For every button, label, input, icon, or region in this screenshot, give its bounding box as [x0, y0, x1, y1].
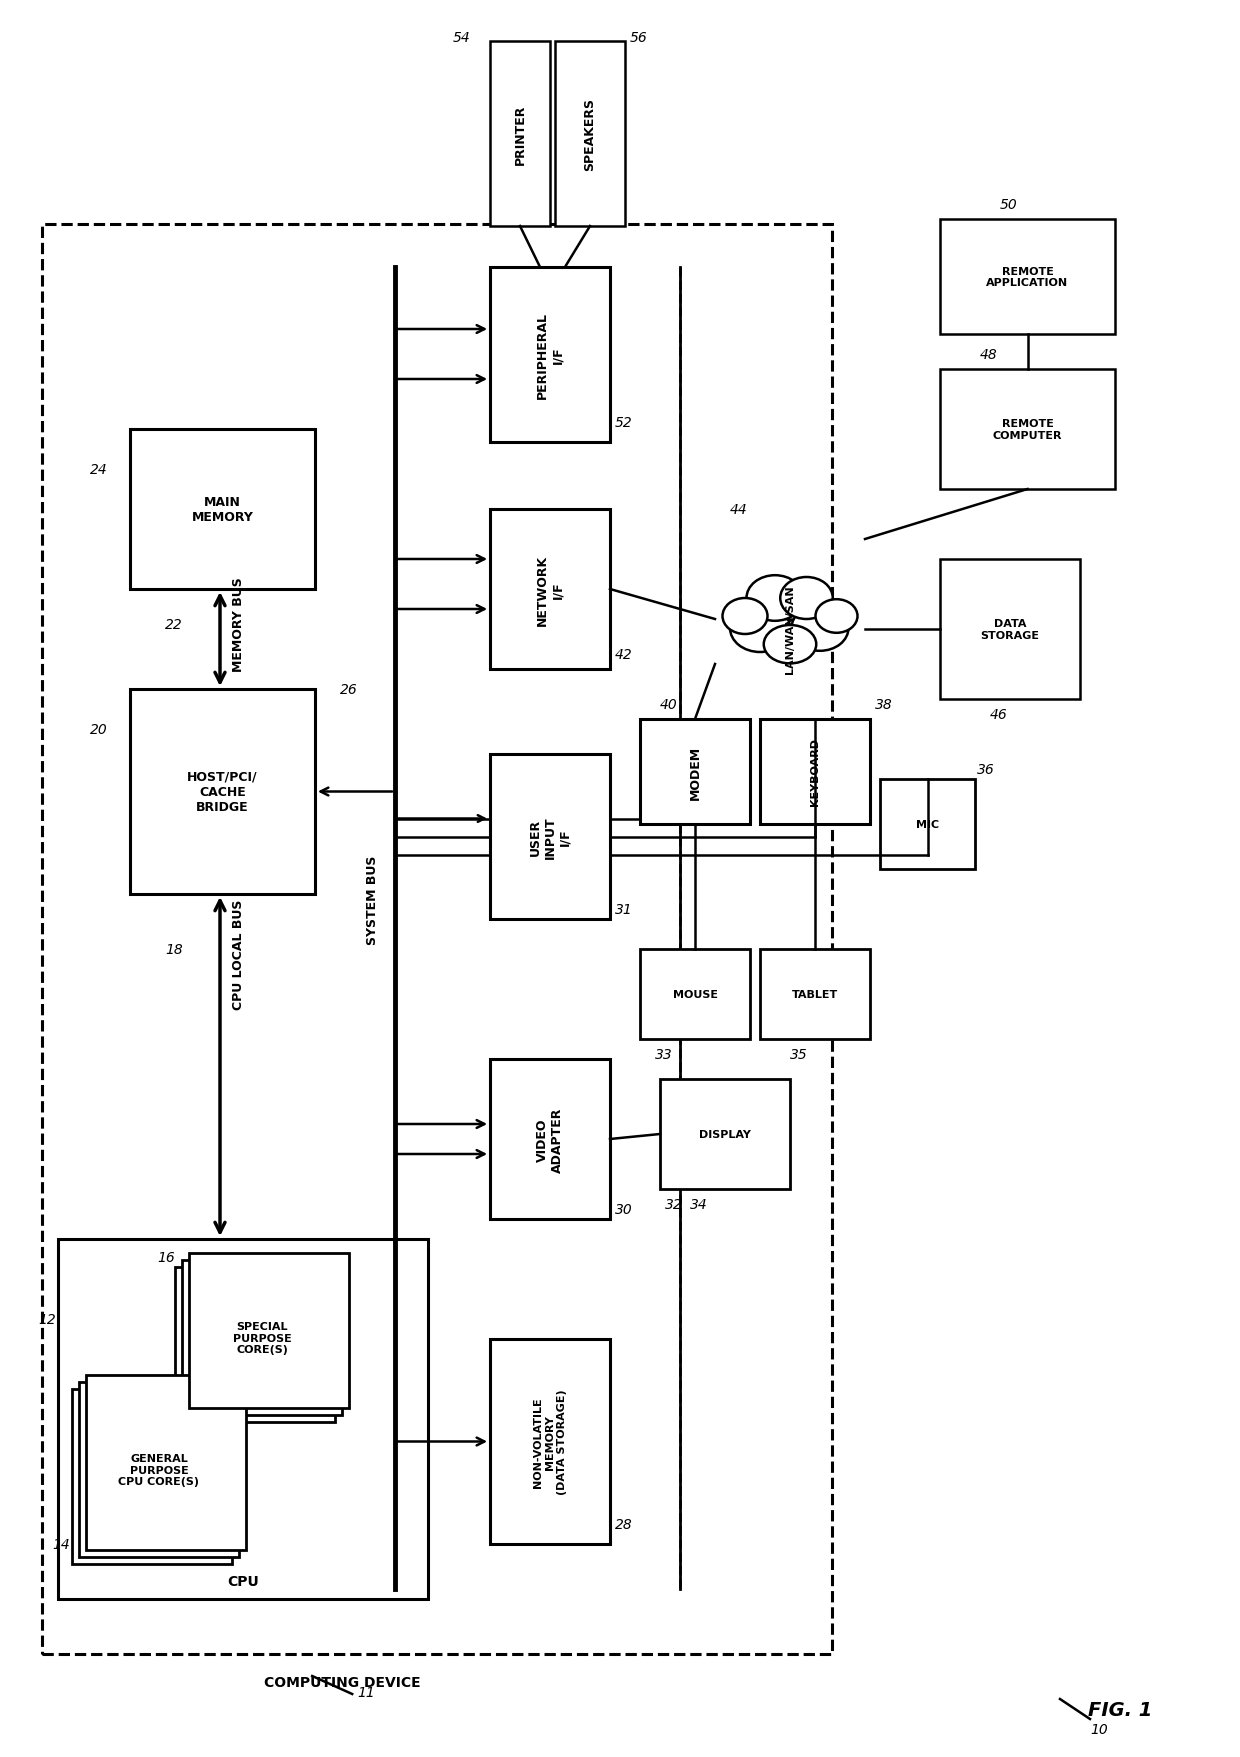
- Bar: [182, 1260, 342, 1414]
- Bar: [760, 949, 870, 1040]
- Text: USER
INPUT
I/F: USER INPUT I/F: [528, 815, 572, 859]
- Bar: [490, 754, 610, 919]
- Text: 38: 38: [875, 698, 893, 712]
- Text: REMOTE
COMPUTER: REMOTE COMPUTER: [993, 418, 1063, 441]
- Text: PRINTER: PRINTER: [513, 104, 527, 165]
- Ellipse shape: [764, 625, 816, 664]
- Text: 52: 52: [615, 416, 632, 430]
- Text: 22: 22: [165, 618, 182, 631]
- Bar: [556, 42, 625, 227]
- Bar: [58, 1239, 428, 1599]
- Text: 54: 54: [453, 32, 470, 46]
- Text: 34: 34: [689, 1197, 708, 1211]
- Text: 10: 10: [1090, 1722, 1107, 1736]
- Text: 28: 28: [615, 1516, 632, 1530]
- Bar: [880, 780, 975, 870]
- Bar: [640, 949, 750, 1040]
- Text: TABLET: TABLET: [792, 989, 838, 1000]
- Text: 12: 12: [38, 1312, 56, 1327]
- Text: LAN/WAN/SAN: LAN/WAN/SAN: [785, 585, 795, 675]
- Text: 14: 14: [52, 1537, 69, 1551]
- Text: MIC: MIC: [916, 819, 939, 829]
- Text: 32: 32: [665, 1197, 683, 1211]
- Text: HOST/PCI/
CACHE
BRIDGE: HOST/PCI/ CACHE BRIDGE: [187, 771, 258, 813]
- Bar: [490, 510, 610, 669]
- Text: 40: 40: [660, 698, 678, 712]
- Bar: [490, 1059, 610, 1219]
- Text: REMOTE
APPLICATION: REMOTE APPLICATION: [987, 267, 1069, 288]
- Text: PERIPHERAL
I/F: PERIPHERAL I/F: [536, 311, 564, 399]
- Text: 31: 31: [615, 903, 632, 917]
- Bar: [490, 42, 551, 227]
- Text: 16: 16: [157, 1251, 175, 1265]
- Text: 44: 44: [730, 503, 748, 517]
- Ellipse shape: [816, 599, 858, 634]
- Text: 24: 24: [91, 462, 108, 476]
- Bar: [490, 267, 610, 443]
- Bar: [660, 1079, 790, 1189]
- Text: CPU LOCAL BUS: CPU LOCAL BUS: [232, 900, 244, 1010]
- Bar: [940, 560, 1080, 699]
- Text: MOUSE: MOUSE: [672, 989, 718, 1000]
- Text: KEYBOARD: KEYBOARD: [810, 738, 820, 806]
- Bar: [79, 1383, 239, 1557]
- Text: SPECIAL
PURPOSE
CORE(S): SPECIAL PURPOSE CORE(S): [233, 1321, 291, 1355]
- Text: 30: 30: [615, 1202, 632, 1216]
- Text: GENERAL
PURPOSE
CPU CORE(S): GENERAL PURPOSE CPU CORE(S): [119, 1453, 200, 1486]
- Text: 42: 42: [615, 648, 632, 662]
- Text: MEMORY BUS: MEMORY BUS: [232, 578, 244, 671]
- Bar: [940, 220, 1115, 336]
- Ellipse shape: [730, 604, 790, 652]
- Ellipse shape: [749, 587, 831, 652]
- Text: CPU: CPU: [227, 1574, 259, 1588]
- Bar: [490, 1339, 610, 1544]
- Text: FIG. 1: FIG. 1: [1087, 1699, 1152, 1718]
- Bar: [130, 430, 315, 590]
- Text: SYSTEM BUS: SYSTEM BUS: [367, 856, 379, 944]
- Text: 33: 33: [655, 1047, 673, 1061]
- Ellipse shape: [780, 578, 833, 620]
- Bar: [130, 689, 315, 894]
- Bar: [640, 720, 750, 824]
- Text: 56: 56: [630, 32, 647, 46]
- Text: VIDEO
ADAPTER: VIDEO ADAPTER: [536, 1107, 564, 1172]
- Text: 26: 26: [340, 683, 358, 696]
- Bar: [86, 1376, 246, 1550]
- Text: MAIN
MEMORY: MAIN MEMORY: [191, 495, 253, 524]
- Text: 46: 46: [990, 708, 1008, 722]
- Text: 35: 35: [790, 1047, 807, 1061]
- Text: 36: 36: [977, 763, 994, 777]
- Text: COMPUTING DEVICE: COMPUTING DEVICE: [264, 1674, 420, 1688]
- Text: 11: 11: [357, 1685, 374, 1699]
- Bar: [760, 720, 870, 824]
- Text: 18: 18: [165, 942, 182, 956]
- Ellipse shape: [746, 576, 804, 622]
- Bar: [188, 1253, 348, 1407]
- Text: DISPLAY: DISPLAY: [699, 1130, 751, 1139]
- Bar: [175, 1267, 335, 1421]
- Text: DATA
STORAGE: DATA STORAGE: [981, 618, 1039, 641]
- Text: 50: 50: [999, 199, 1018, 213]
- Text: NETWORK
I/F: NETWORK I/F: [536, 553, 564, 625]
- Bar: [42, 225, 832, 1653]
- Text: MODEM: MODEM: [688, 745, 702, 799]
- Text: 20: 20: [91, 722, 108, 736]
- Bar: [940, 369, 1115, 490]
- Text: 48: 48: [980, 348, 998, 362]
- Ellipse shape: [791, 606, 848, 652]
- Text: NON-VOLATILE
MEMORY
(DATA STORAGE): NON-VOLATILE MEMORY (DATA STORAGE): [533, 1388, 567, 1495]
- Bar: [72, 1390, 232, 1564]
- Text: SPEAKERS: SPEAKERS: [584, 98, 596, 170]
- Ellipse shape: [723, 599, 768, 634]
